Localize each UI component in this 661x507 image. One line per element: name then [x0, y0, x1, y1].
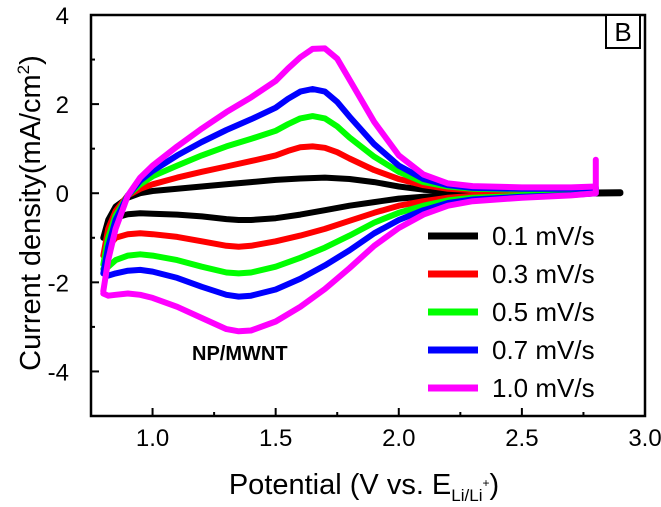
legend-label: 1.0 mV/s [492, 373, 595, 403]
series-line-5 [100, 45, 599, 335]
y-tick-label: 4 [56, 3, 69, 30]
x-tick-label: 1.0 [136, 425, 169, 452]
series-line-1 [100, 174, 624, 241]
legend-label: 0.1 mV/s [492, 221, 595, 251]
y-axis-label: Current density(mA/cm2) [14, 55, 47, 371]
x-axis-label: Potential (V vs. ELi/Li+) [229, 469, 499, 505]
panel-label-box [605, 14, 641, 49]
sample-label: NP/MWNT [192, 343, 288, 365]
legend: 0.1 mV/s 0.3 mV/s 0.5 mV/s 0.7 mV/s 1.0 mV/s [428, 221, 595, 403]
y-tick-label: -2 [48, 270, 69, 297]
y-tick-label: 0 [56, 181, 69, 208]
plot-frame [89, 13, 647, 418]
legend-label: 0.3 mV/s [492, 259, 595, 289]
y-tick-label: -4 [48, 359, 69, 386]
x-axis-ticks: 1.0 1.5 2.0 2.5 3.0 [136, 408, 661, 452]
legend-label: 0.5 mV/s [492, 297, 595, 327]
x-tick-label: 1.5 [259, 425, 292, 452]
cv-curves [100, 45, 624, 335]
y-axis-ticks: -4 -2 0 2 4 [48, 3, 99, 417]
y-tick-label: 2 [56, 92, 69, 119]
panel-label: B [614, 17, 631, 47]
x-tick-label: 3.0 [628, 425, 661, 452]
legend-label: 0.7 mV/s [492, 335, 595, 365]
x-tick-label: 2.5 [505, 425, 538, 452]
x-tick-label: 2.0 [382, 425, 415, 452]
